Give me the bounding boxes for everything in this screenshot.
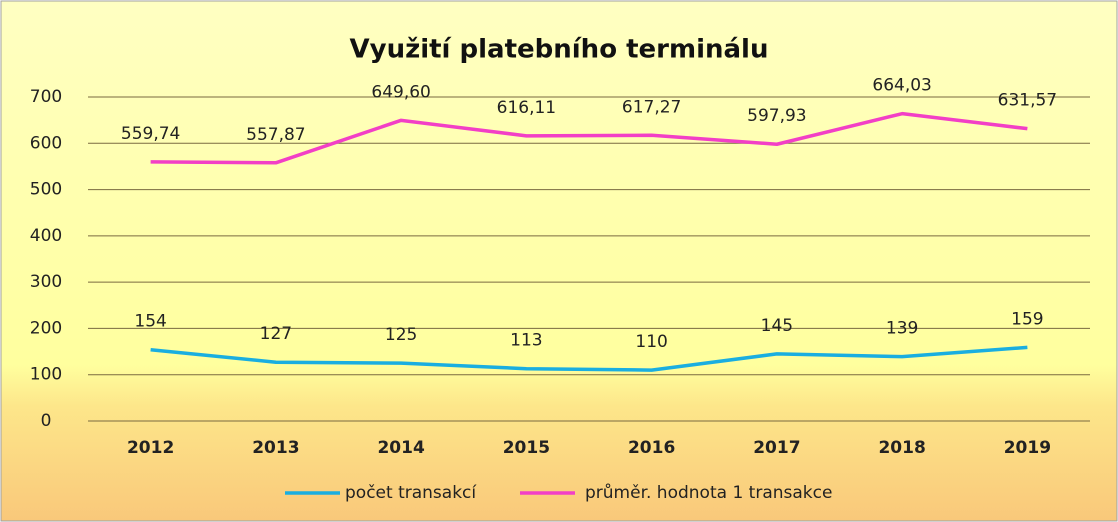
data-label: 597,93 (747, 106, 806, 126)
data-label: 617,27 (622, 97, 681, 117)
data-label: 154 (134, 312, 166, 332)
data-label: 649,60 (371, 82, 430, 102)
data-label: 125 (385, 325, 417, 345)
y-tick-label: 700 (30, 87, 62, 107)
y-tick-label: 0 (41, 411, 52, 431)
x-tick-label: 2018 (878, 438, 925, 458)
y-tick-label: 300 (30, 272, 62, 292)
y-tick-label: 400 (30, 226, 62, 246)
legend-label: průměr. hodnota 1 transakce (585, 483, 832, 503)
chart-title: Využití platebního terminálu (350, 35, 769, 65)
data-label: 616,11 (497, 98, 556, 118)
data-label: 139 (886, 319, 918, 339)
data-label: 664,03 (872, 76, 931, 96)
y-tick-label: 500 (30, 180, 62, 200)
data-label: 559,74 (121, 124, 180, 144)
data-label: 110 (635, 332, 667, 352)
x-tick-label: 2014 (377, 438, 424, 458)
data-label: 113 (510, 331, 542, 351)
series-line (150, 345, 1028, 372)
data-label: 127 (260, 324, 292, 344)
y-tick-label: 200 (30, 318, 62, 338)
data-label: 145 (761, 316, 793, 336)
x-tick-label: 2015 (503, 438, 550, 458)
y-tick-label: 100 (30, 365, 62, 385)
data-label: 159 (1011, 309, 1043, 329)
x-tick-label: 2017 (753, 438, 800, 458)
data-label: 631,57 (998, 91, 1057, 111)
x-tick-label: 2016 (628, 438, 675, 458)
x-tick-label: 2019 (1004, 438, 1051, 458)
legend-label: počet transakcí (345, 483, 477, 503)
series-line (150, 111, 1028, 165)
x-tick-label: 2013 (252, 438, 299, 458)
y-tick-label: 600 (30, 133, 62, 153)
x-tick-label: 2012 (127, 438, 174, 458)
data-label: 557,87 (246, 125, 305, 145)
